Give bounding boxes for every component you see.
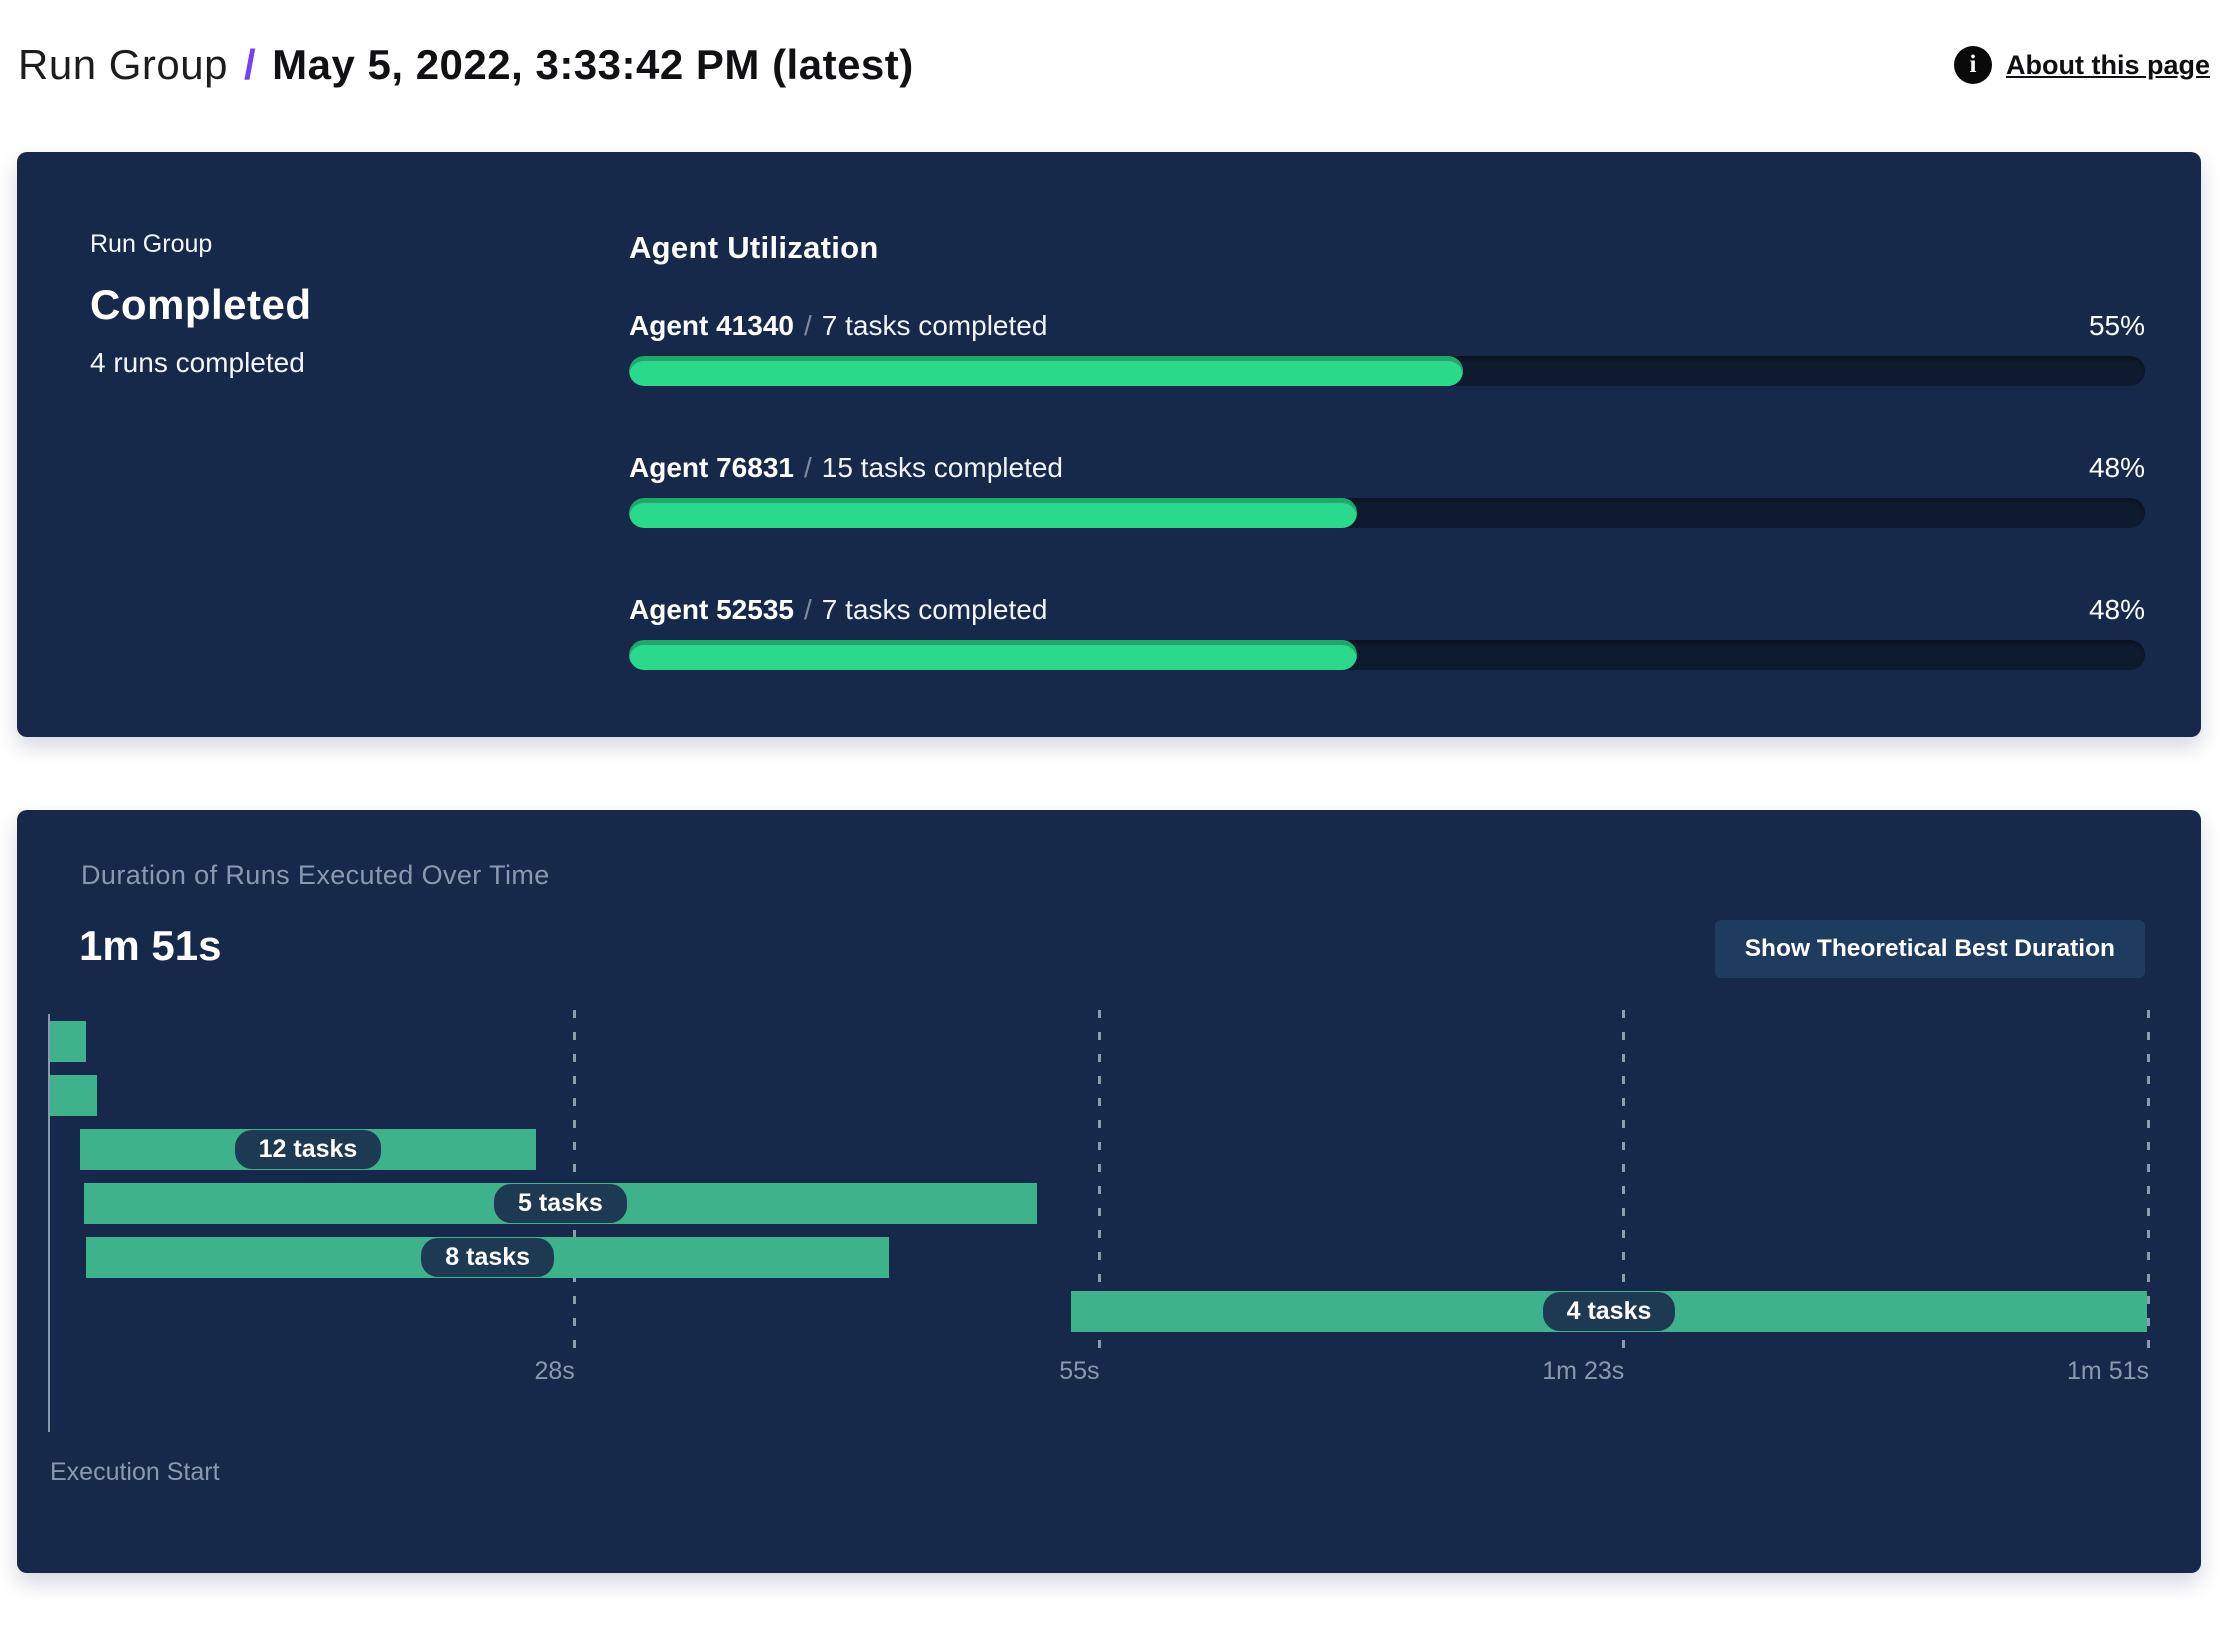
agent-utilization-row: Agent 76831 / 15 tasks completed 48%: [629, 452, 2145, 528]
gantt-row: 4 tasks: [48, 1291, 2147, 1332]
agent-utilization-percent: 48%: [2088, 594, 2145, 625]
task-count-badge: 5 tasks: [494, 1184, 627, 1223]
agent-utilization-row: Agent 52535 / 7 tasks completed 48%: [629, 594, 2145, 670]
time-tick-label: 28s: [534, 1357, 575, 1385]
utilization-progress-fill: [629, 640, 1357, 670]
utilization-progress-track: [629, 356, 2145, 386]
task-count-badge: 12 tasks: [234, 1130, 382, 1169]
page-title: May 5, 2022, 3:33:42 PM (latest): [272, 41, 914, 88]
duration-gantt-chart: 12 tasks 5 tasks 8 tasks 4 tasks 28s 55s 1m 2…: [48, 1010, 2150, 1510]
utilization-progress-fill: [629, 356, 1463, 386]
execution-start-axis-line: [48, 1014, 50, 1432]
time-tick-label: 55s: [1059, 1357, 1100, 1385]
gantt-row: [48, 1075, 2147, 1116]
gridline-1m 51s: [2147, 1010, 2150, 1352]
agent-separator: /: [803, 594, 812, 625]
utilization-progress-track: [629, 640, 2145, 670]
total-duration-value: 1m 51s: [79, 922, 222, 969]
task-count-badge: 8 tasks: [421, 1238, 555, 1277]
gantt-row: 8 tasks: [48, 1237, 2147, 1278]
run-duration-bar: [49, 1075, 98, 1116]
duration-panel: Duration of Runs Executed Over Time 1m 5…: [17, 810, 2201, 1573]
agent-name: Agent 41340: [629, 310, 794, 341]
gantt-row: 5 tasks: [48, 1183, 2147, 1224]
gantt-row: [48, 1021, 2147, 1062]
page-header: Run Group / May 5, 2022, 3:33:42 PM (lat…: [0, 0, 2240, 120]
utilization-progress-track: [629, 498, 2145, 528]
agent-tasks-completed: 15 tasks completed: [821, 452, 1063, 483]
agent-separator: /: [803, 452, 812, 483]
time-tick-label: 1m 51s: [2067, 1357, 2149, 1385]
agent-rows: Agent 41340 / 7 tasks completed 55% Agen…: [629, 310, 2145, 670]
run-duration-bar: 8 tasks: [85, 1237, 890, 1278]
gantt-rows: 12 tasks 5 tasks 8 tasks 4 tasks: [48, 1021, 2147, 1345]
run-group-status-panel: Run Group Completed 4 runs completed Age…: [17, 152, 2201, 737]
run-duration-bar: [49, 1021, 86, 1062]
agent-tasks-completed: 7 tasks completed: [821, 594, 1048, 625]
info-icon: i: [1954, 46, 1992, 84]
status-column: Run Group Completed 4 runs completed: [90, 230, 629, 737]
status-subtitle: 4 runs completed: [90, 347, 305, 378]
status-label: Run Group: [90, 230, 213, 258]
about-this-page-link[interactable]: i About this page: [1954, 46, 2210, 84]
time-tick-label: 1m 23s: [1542, 1357, 1625, 1385]
gantt-row: 12 tasks: [48, 1129, 2147, 1170]
about-link-label: About this page: [2006, 49, 2210, 80]
agent-utilization-row: Agent 41340 / 7 tasks completed 55%: [629, 310, 2145, 386]
breadcrumb-section: Run Group: [18, 41, 228, 88]
breadcrumb: Run Group / May 5, 2022, 3:33:42 PM (lat…: [18, 41, 914, 89]
agent-utilization-title: Agent Utilization: [629, 230, 879, 265]
agent-utilization-percent: 48%: [2088, 452, 2145, 483]
agent-name: Agent 76831: [629, 452, 794, 483]
agent-tasks-completed: 7 tasks completed: [821, 310, 1048, 341]
run-duration-bar: 4 tasks: [1071, 1291, 2147, 1332]
agent-separator: /: [803, 310, 812, 341]
show-theoretical-best-duration-button[interactable]: Show Theoretical Best Duration: [1714, 920, 2145, 978]
gridline-55s: [1097, 1010, 1101, 1352]
run-duration-bar: 12 tasks: [80, 1129, 536, 1170]
status-value: Completed: [90, 281, 312, 328]
run-duration-bar: 5 tasks: [83, 1183, 1037, 1224]
task-count-badge: 4 tasks: [1542, 1292, 1676, 1331]
breadcrumb-separator: /: [243, 41, 257, 88]
duration-chart-title: Duration of Runs Executed Over Time: [81, 860, 550, 890]
execution-start-label: Execution Start: [50, 1458, 220, 1486]
agent-name: Agent 52535: [629, 594, 794, 625]
gridline-28s: [572, 1010, 576, 1352]
agent-utilization-percent: 55%: [2088, 310, 2145, 341]
gridline-1m 23s: [1622, 1010, 1626, 1352]
agent-utilization-section: Agent Utilization Agent 41340 / 7 tasks …: [629, 230, 2145, 737]
utilization-progress-fill: [629, 498, 1357, 528]
